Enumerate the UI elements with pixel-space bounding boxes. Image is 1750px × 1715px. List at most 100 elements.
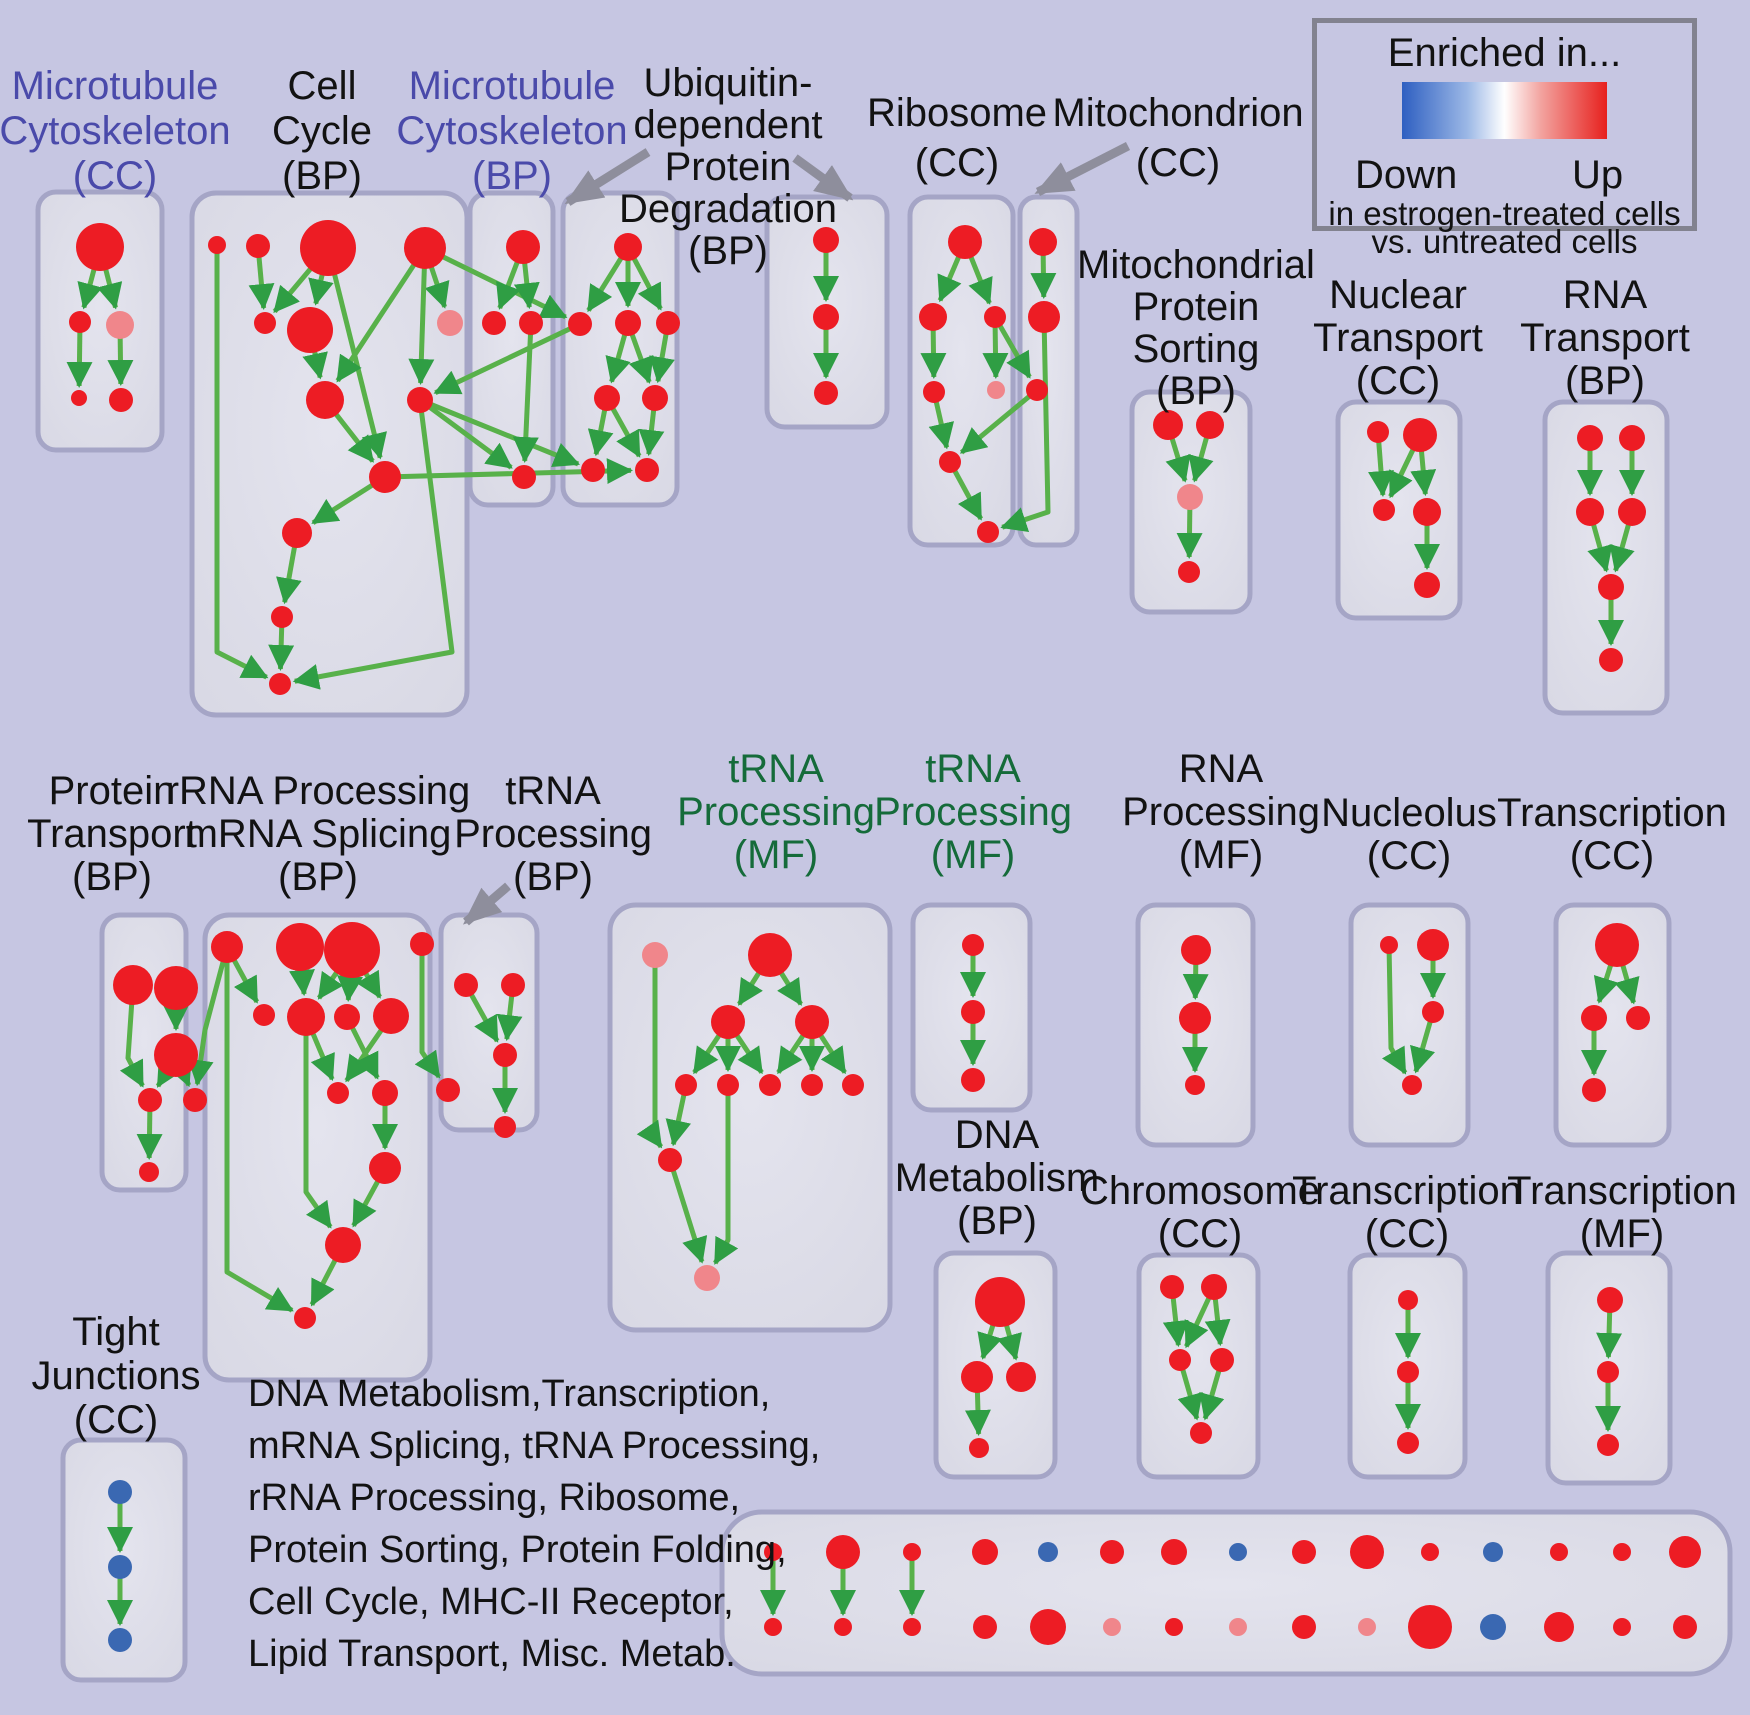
node-rib3 bbox=[984, 306, 1006, 328]
edge-nuc1-nuc4 bbox=[1381, 944, 1408, 1075]
node-ubq3 bbox=[615, 310, 641, 336]
legend-gradient-bar bbox=[1402, 82, 1607, 139]
edge-ubq2-cc8 bbox=[433, 321, 582, 395]
node-mcc5 bbox=[109, 388, 133, 412]
node-mcc2 bbox=[69, 311, 91, 333]
node-pt1 bbox=[113, 965, 153, 1005]
node-rt2 bbox=[1619, 425, 1645, 451]
node-cc12 bbox=[269, 673, 291, 695]
node-mcc1 bbox=[76, 223, 124, 271]
node-rrT4 bbox=[410, 932, 434, 956]
node-ubq2 bbox=[568, 312, 592, 336]
node-nt2 bbox=[1403, 418, 1437, 452]
node-rrU1 bbox=[327, 1082, 349, 1104]
node-tbp5 bbox=[494, 1116, 516, 1138]
node-s15b bbox=[1673, 1615, 1697, 1639]
node-cc6 bbox=[287, 307, 333, 353]
node-tm2a bbox=[962, 934, 984, 956]
node-tcc1 bbox=[1595, 923, 1639, 967]
node-rpm1 bbox=[1181, 935, 1211, 965]
node-chr3 bbox=[1169, 1349, 1191, 1371]
node-nt1 bbox=[1367, 421, 1389, 443]
cluster-label-transcription-cc-mid: Transcription (CC) bbox=[1497, 791, 1727, 878]
node-nuc4 bbox=[1402, 1075, 1422, 1095]
cluster-label-tight-junctions: Tight Junctions (CC) bbox=[31, 1310, 201, 1442]
cluster-label-trna-processing-bp: tRNA Processing (BP) bbox=[454, 769, 652, 899]
node-tbp4 bbox=[436, 1078, 460, 1102]
node-s2t bbox=[826, 1535, 860, 1569]
node-rpm2 bbox=[1179, 1002, 1211, 1034]
node-tm2c bbox=[961, 1068, 985, 1092]
node-tcc3 bbox=[1626, 1006, 1650, 1030]
node-mtb4 bbox=[512, 465, 536, 489]
legend-up-label: Up bbox=[1572, 153, 1624, 197]
node-ubq5 bbox=[594, 385, 620, 411]
node-rib1 bbox=[948, 225, 982, 259]
node-tcc4 bbox=[1582, 1078, 1606, 1102]
node-tbp2 bbox=[501, 973, 525, 997]
misc-clusters-note: DNA Metabolism,Transcription, mRNA Splici… bbox=[248, 1373, 821, 1675]
node-ubq8 bbox=[635, 458, 659, 482]
node-cc5 bbox=[254, 312, 276, 334]
node-ch3 bbox=[814, 381, 838, 405]
node-s9t bbox=[1292, 1540, 1316, 1564]
node-mit1 bbox=[1029, 228, 1057, 256]
node-mcc3 bbox=[106, 311, 134, 339]
node-s2b bbox=[834, 1618, 852, 1636]
node-s1b bbox=[764, 1618, 782, 1636]
node-tm1j bbox=[694, 1265, 720, 1291]
arrow-to-chain-box bbox=[792, 154, 854, 202]
node-tm1d bbox=[675, 1074, 697, 1096]
arrow-to-trna-bp-box bbox=[462, 882, 511, 926]
node-s5b bbox=[1030, 1609, 1066, 1645]
edge-cc4-cc7 bbox=[335, 246, 428, 383]
node-tm1b bbox=[711, 1005, 745, 1039]
node-rrS4 bbox=[373, 998, 409, 1034]
edge-cc8-cc12 bbox=[292, 399, 455, 690]
node-rt6 bbox=[1599, 648, 1623, 672]
node-dnm3 bbox=[1006, 1362, 1036, 1392]
node-nt3 bbox=[1373, 499, 1395, 521]
cluster-label-nuclear-transport: Nuclear Transport (CC) bbox=[1313, 273, 1483, 403]
cluster-label-ubiquitin-degradation: Ubiquitin-dependent Protein Degradation (BP… bbox=[619, 61, 837, 273]
node-s7b bbox=[1165, 1618, 1183, 1636]
node-mit2 bbox=[1028, 301, 1060, 333]
node-s10t bbox=[1350, 1535, 1384, 1569]
node-chr4 bbox=[1210, 1348, 1234, 1372]
node-rrU2 bbox=[372, 1080, 398, 1106]
node-tm1e bbox=[717, 1074, 739, 1096]
node-ubq4 bbox=[656, 311, 680, 335]
edge-cc1-cc12 bbox=[214, 245, 269, 680]
node-rrS3 bbox=[334, 1004, 360, 1030]
node-tm1i bbox=[658, 1148, 682, 1172]
node-mpsp bbox=[1177, 484, 1203, 510]
edge-cc8-mtb4 bbox=[418, 397, 513, 470]
node-rrT3 bbox=[324, 922, 380, 978]
node-tcc2 bbox=[1581, 1005, 1607, 1031]
edge-cc4-ubq2 bbox=[423, 245, 568, 320]
node-tbp3 bbox=[493, 1043, 517, 1067]
cluster-label-ribosome: Ribosome (CC) bbox=[866, 91, 1048, 185]
node-chr2 bbox=[1201, 1274, 1227, 1300]
arrow-to-mitochondrion-box bbox=[1034, 141, 1131, 197]
node-chr5 bbox=[1190, 1422, 1212, 1444]
node-rrT1 bbox=[211, 931, 243, 963]
node-s5t bbox=[1038, 1542, 1058, 1562]
node-nt5 bbox=[1414, 572, 1440, 598]
node-cc1 bbox=[208, 236, 226, 254]
cluster-label-trna-processing-mf-2: tRNA Processing (MF) bbox=[874, 747, 1072, 877]
edge-cc4-cc8 bbox=[408, 247, 435, 386]
node-rt5 bbox=[1598, 574, 1624, 600]
node-mtb2 bbox=[482, 311, 506, 335]
node-dnm4 bbox=[969, 1438, 989, 1458]
edge-rrT4-tbp4 bbox=[414, 944, 442, 1079]
node-s11b bbox=[1408, 1605, 1452, 1649]
cluster-label-transcription-cc-bottom: Transcription (CC) bbox=[1292, 1169, 1522, 1256]
node-rib2 bbox=[919, 303, 947, 331]
node-mps1 bbox=[1153, 410, 1183, 440]
node-cc2 bbox=[246, 234, 270, 258]
cluster-label-microtubule-bp: Microtubule Cytoskeleton (BP) bbox=[396, 64, 628, 198]
node-dnm1 bbox=[975, 1277, 1025, 1327]
cluster-label-rrna-mrna-splicing: rRNA Processing mRNA Splicing (BP) bbox=[165, 769, 471, 899]
